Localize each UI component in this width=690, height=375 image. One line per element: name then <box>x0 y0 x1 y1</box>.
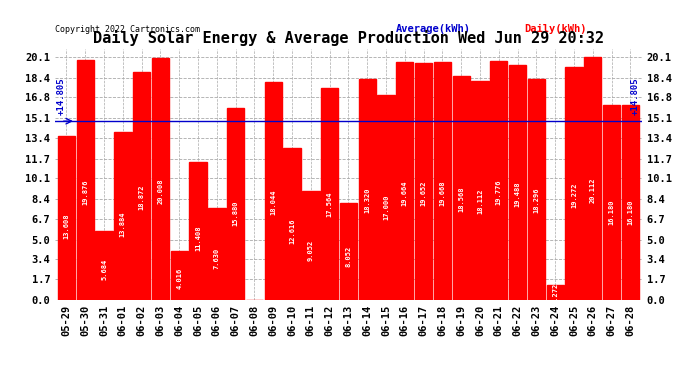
Text: 20.008: 20.008 <box>157 178 164 204</box>
Text: 18.044: 18.044 <box>270 189 276 214</box>
Text: Copyright 2022 Cartronics.com: Copyright 2022 Cartronics.com <box>55 25 200 34</box>
Text: 17.564: 17.564 <box>326 192 333 217</box>
Bar <box>622 105 639 300</box>
Text: 19.664: 19.664 <box>402 180 408 206</box>
Bar <box>227 108 244 300</box>
Bar <box>584 57 602 300</box>
Text: 1.272: 1.272 <box>552 282 558 304</box>
Text: 13.884: 13.884 <box>120 212 126 237</box>
Text: 5.684: 5.684 <box>101 258 107 280</box>
Bar <box>509 64 526 300</box>
Bar <box>208 208 226 300</box>
Bar <box>453 76 470 300</box>
Bar <box>434 62 451 300</box>
Bar <box>565 67 582 300</box>
Text: 18.112: 18.112 <box>477 189 483 214</box>
Text: 15.880: 15.880 <box>233 201 239 226</box>
Bar <box>339 203 357 300</box>
Bar <box>95 231 112 300</box>
Text: 8.052: 8.052 <box>346 246 351 267</box>
Text: 19.776: 19.776 <box>496 180 502 205</box>
Bar <box>115 132 132 300</box>
Text: Average(kWh): Average(kWh) <box>395 24 471 34</box>
Text: 19.488: 19.488 <box>515 182 521 207</box>
Text: 12.616: 12.616 <box>289 219 295 244</box>
Bar <box>133 72 150 300</box>
Text: +14.805: +14.805 <box>631 78 640 115</box>
Text: 4.016: 4.016 <box>176 267 182 289</box>
Bar <box>264 82 282 300</box>
Bar <box>490 61 507 300</box>
Text: +14.805: +14.805 <box>57 78 66 115</box>
Bar <box>170 252 188 300</box>
Bar <box>377 94 395 300</box>
Bar <box>302 190 319 300</box>
Text: 11.408: 11.408 <box>195 225 201 251</box>
Bar <box>284 148 301 300</box>
Bar <box>77 60 94 300</box>
Text: 19.272: 19.272 <box>571 183 577 208</box>
Bar <box>528 79 545 300</box>
Text: 13.608: 13.608 <box>63 213 70 239</box>
Bar <box>58 136 75 300</box>
Bar <box>321 88 338 300</box>
Title: Daily Solar Energy & Average Production Wed Jun 29 20:32: Daily Solar Energy & Average Production … <box>93 30 604 46</box>
Bar <box>603 105 620 300</box>
Text: 19.668: 19.668 <box>440 180 446 206</box>
Text: 20.112: 20.112 <box>590 178 596 203</box>
Text: 17.000: 17.000 <box>383 195 389 220</box>
Text: 7.630: 7.630 <box>214 248 220 269</box>
Text: 18.320: 18.320 <box>364 188 371 213</box>
Bar <box>415 63 433 300</box>
Bar <box>152 58 169 300</box>
Bar <box>546 285 564 300</box>
Text: Daily(kWh): Daily(kWh) <box>524 24 587 34</box>
Bar <box>396 63 413 300</box>
Bar <box>359 79 376 300</box>
Text: 9.052: 9.052 <box>308 240 314 261</box>
Text: 19.876: 19.876 <box>82 179 88 205</box>
Text: 18.872: 18.872 <box>139 184 145 210</box>
Bar <box>190 162 207 300</box>
Bar <box>471 81 489 300</box>
Text: 19.652: 19.652 <box>421 180 426 206</box>
Text: 16.180: 16.180 <box>609 199 615 225</box>
Text: 16.180: 16.180 <box>627 199 633 225</box>
Text: 18.568: 18.568 <box>458 186 464 212</box>
Text: 18.296: 18.296 <box>533 188 540 213</box>
